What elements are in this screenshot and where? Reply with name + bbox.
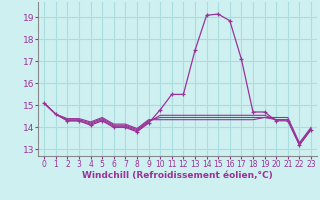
X-axis label: Windchill (Refroidissement éolien,°C): Windchill (Refroidissement éolien,°C) — [82, 171, 273, 180]
